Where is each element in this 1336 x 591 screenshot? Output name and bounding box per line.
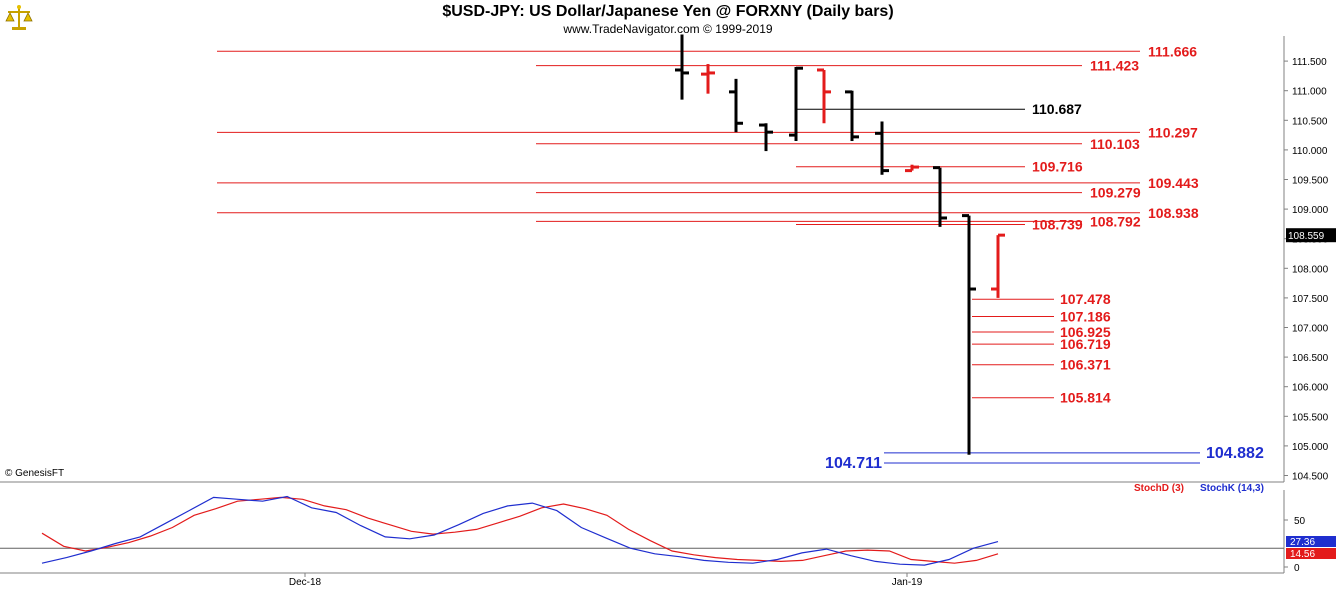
price-y-tick-label: 106.500 (1292, 353, 1329, 364)
price-y-tick-label: 109.500 (1292, 176, 1329, 187)
price-y-tick-label: 110.000 (1292, 146, 1328, 157)
level-label: 104.711 (825, 455, 882, 472)
chart-title: $USD-JPY: US Dollar/Japanese Yen @ FORXN… (442, 3, 894, 20)
level-label: 105.814 (1060, 390, 1111, 406)
price-y-tick-label: 111.500 (1292, 57, 1327, 68)
stoch-d-legend: StochD (3) (1134, 483, 1184, 494)
price-y-tick-label: 110.500 (1292, 116, 1328, 127)
level-label: 108.792 (1090, 213, 1141, 229)
stoch-d-value-box (1286, 548, 1336, 559)
level-label: 111.666 (1148, 43, 1197, 59)
stoch-k-value-box (1286, 536, 1336, 547)
price-y-tick-label: 106.000 (1292, 383, 1329, 394)
stoch-d-value: 14.56 (1290, 549, 1315, 560)
level-label: 109.716 (1032, 159, 1083, 175)
level-label: 107.478 (1060, 291, 1111, 307)
chart-subtitle: www.TradeNavigator.com © 1999-2019 (563, 22, 773, 36)
scales-logo-icon (5, 5, 33, 30)
copyright-label: © GenesisFT (5, 468, 65, 479)
level-label: 110.103 (1090, 136, 1140, 152)
level-label: 110.687 (1032, 101, 1082, 117)
price-y-tick-label: 109.000 (1292, 205, 1329, 216)
stoch-y-tick-label: 50 (1294, 516, 1306, 527)
price-y-tick-label: 108.000 (1292, 264, 1329, 275)
level-label: 109.443 (1148, 175, 1199, 191)
x-tick-label: Dec-18 (289, 577, 322, 588)
level-label: 108.938 (1148, 205, 1199, 221)
price-y-tick-label: 107.500 (1292, 294, 1329, 305)
price-y-tick-label: 105.000 (1292, 442, 1329, 453)
level-label: 106.371 (1060, 357, 1111, 373)
price-y-tick-label: 107.000 (1292, 324, 1329, 335)
level-label: 108.739 (1032, 217, 1083, 233)
level-label: 111.423 (1090, 58, 1139, 74)
x-tick-label: Jan-19 (892, 577, 923, 588)
level-label: 106.719 (1060, 336, 1111, 352)
level-label: 110.297 (1148, 124, 1198, 140)
level-label: 106.925 (1060, 324, 1111, 340)
stoch-y-tick-label: 0 (1294, 563, 1300, 574)
level-label: 104.882 (1206, 445, 1264, 462)
stoch-k-value: 27.36 (1290, 537, 1315, 548)
stoch-k-legend: StochK (14,3) (1200, 483, 1264, 494)
last-price-label: 108.559 (1288, 231, 1325, 242)
stoch-k-line (41, 495, 999, 566)
stoch-d-line (41, 496, 999, 564)
level-label: 107.186 (1060, 308, 1111, 324)
price-y-tick-label: 111.000 (1292, 87, 1327, 98)
level-label: 109.279 (1090, 185, 1141, 201)
last-price-box (1286, 228, 1336, 243)
price-y-tick-label: 105.500 (1292, 412, 1329, 423)
price-y-tick-label: 104.500 (1292, 472, 1329, 483)
